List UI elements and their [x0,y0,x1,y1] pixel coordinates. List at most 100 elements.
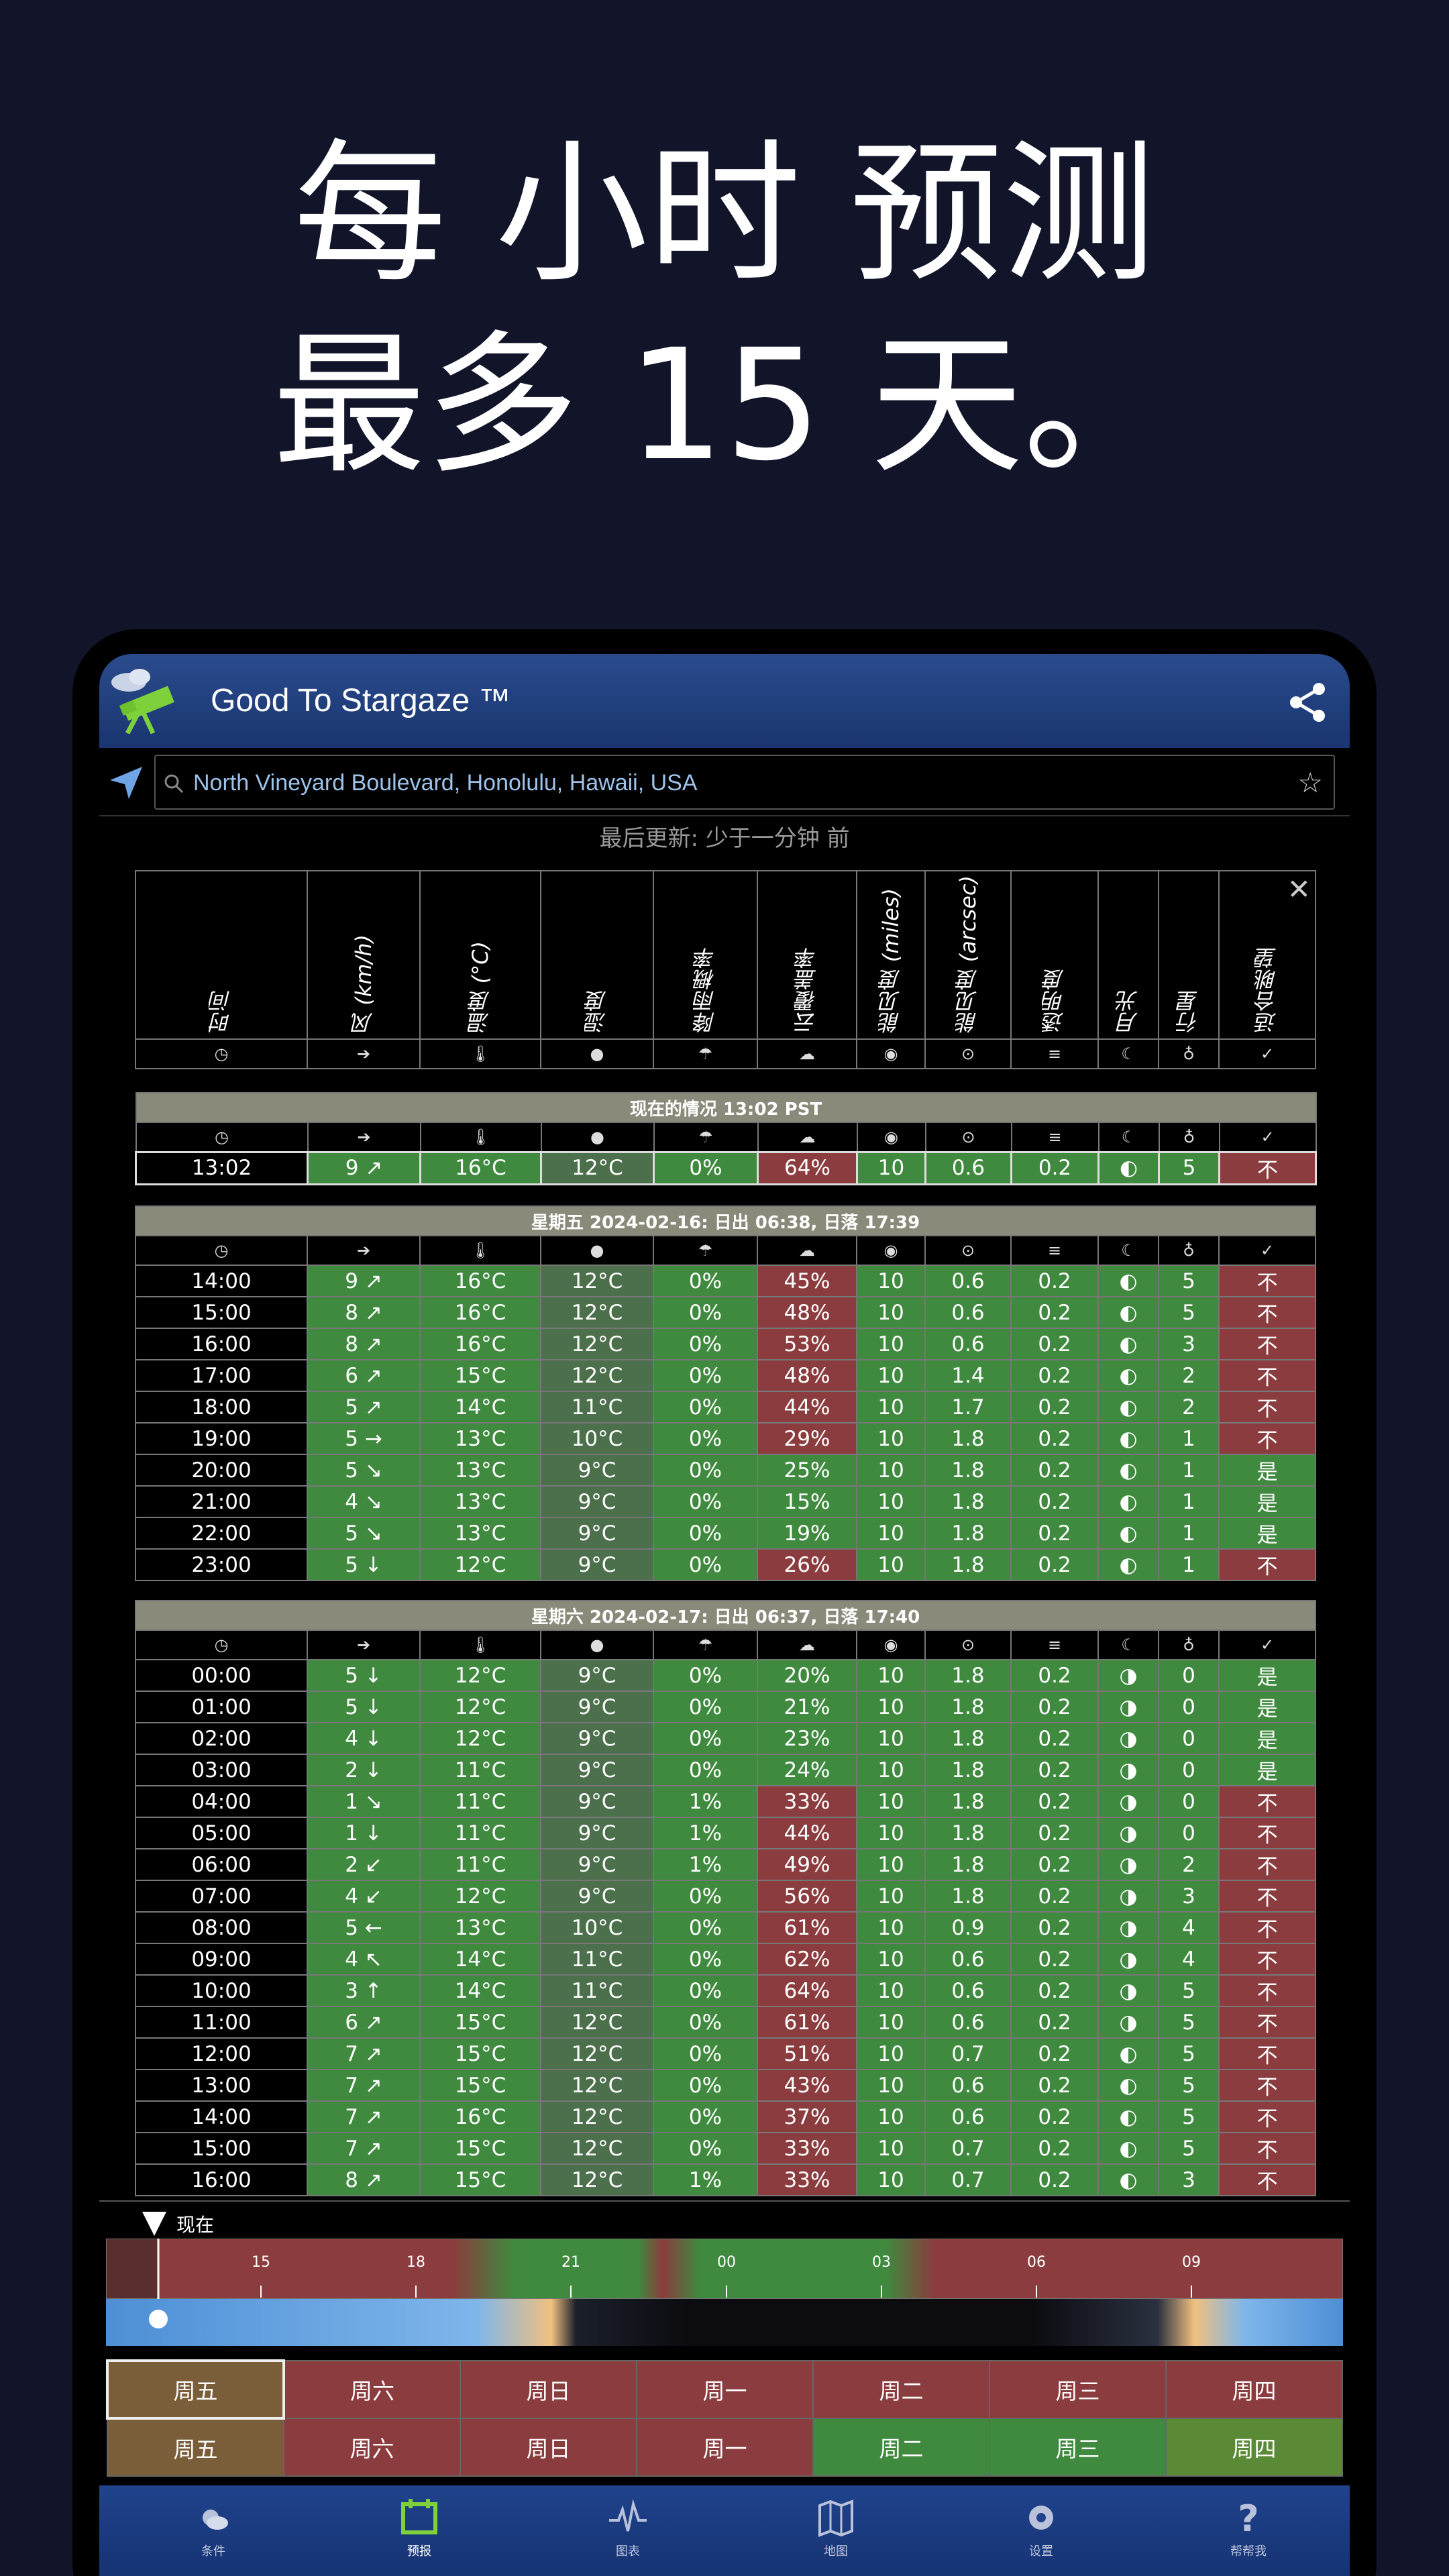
bottom-nav-item[interactable]: ? 帮帮我 [1159,2485,1338,2576]
forecast-cell: 不 [1218,1150,1318,1185]
forecast-row[interactable]: 13:00 7 ↗ 15°C 12°C 0% 43% 10 0.6 0.2 ◐ 5 不 [135,2069,1317,2102]
forecast-cell: 33% [757,2163,857,2196]
column-header[interactable]: 适合眺望 [1218,869,1316,1040]
forecast-row[interactable]: 11:00 6 ↗ 15°C 12°C 0% 61% 10 0.6 0.2 ◑ 5 不 [135,2006,1317,2039]
rain-cloud-icon: ☂ [653,1038,758,1070]
forecast-row[interactable]: 05:00 1 ↓ 11°C 9°C 1% 44% 10 1.8 0.2 ◑ 0 不 [135,1817,1317,1849]
timeline-ticks: 15 18 21 00 03 06 09 [252,2254,1201,2298]
bottom-nav-item[interactable]: 条件 [124,2485,303,2576]
day-tab[interactable]: 周二 [812,2360,990,2419]
day-tab[interactable]: 周四 [1165,2360,1343,2419]
column-header[interactable]: 时间 [135,869,308,1040]
forecast-row[interactable]: 10:00 3 ↑ 14°C 11°C 0% 64% 10 0.6 0.2 ◑ 5 不 [135,1974,1317,2007]
forecast-row[interactable]: 19:00 5 → 13°C 10°C 0% 29% 10 1.8 0.2 ◐ 1 不 [135,1422,1317,1455]
thermometer-icon: 🌡 [419,1122,542,1152]
day-tab[interactable]: 周日 [460,2418,637,2477]
column-header[interactable]: 能见度 (miles) [856,869,926,1040]
column-header[interactable]: 月光 [1097,869,1159,1040]
forecast-cell: 12°C [540,2132,654,2165]
forecast-row[interactable]: 01:00 5 ↓ 12°C 9°C 0% 21% 10 1.8 0.2 ◑ 0 是 [135,1690,1317,1723]
forecast-row[interactable]: 13:02 9 ↗ 16°C 12°C 0% 64% 10 0.6 0.2 ◐ 5 不 [135,1150,1318,1185]
day-tab[interactable]: 周四 [1165,2418,1343,2477]
bottom-nav-item[interactable]: 图表 [539,2485,717,2576]
transparency-icon: ≡ [1010,1629,1099,1660]
close-icon[interactable]: ✕ [1287,873,1311,906]
day-tab[interactable]: 周三 [989,2360,1167,2419]
column-header[interactable]: 云覆盖率 [757,869,857,1040]
forecast-cell: 12°C [540,2037,654,2070]
forecast-row[interactable]: 04:00 1 ↘ 11°C 9°C 1% 33% 10 1.8 0.2 ◑ 0 不 [135,1785,1317,1818]
forecast-row[interactable]: 08:00 5 ← 13°C 10°C 0% 61% 10 0.9 0.2 ◑ 4 不 [135,1911,1317,1944]
location-search-field[interactable]: North Vineyard Boulevard, Honolulu, Hawa… [154,755,1335,810]
forecast-row[interactable]: 09:00 4 ↖ 14°C 11°C 0% 62% 10 0.6 0.2 ◑ 4 不 [135,1943,1317,1976]
forecast-cell: 10°C [540,1911,654,1944]
forecast-row[interactable]: 23:00 5 ↓ 12°C 9°C 0% 26% 10 1.8 0.2 ◐ 1 不 [135,1548,1317,1581]
forecast-cell: 5 ↓ [307,1659,421,1692]
forecast-row[interactable]: 00:00 5 ↓ 12°C 9°C 0% 20% 10 1.8 0.2 ◑ 0 是 [135,1659,1317,1692]
forecast-row[interactable]: 15:00 7 ↗ 15°C 12°C 0% 33% 10 0.7 0.2 ◐ 5 不 [135,2132,1317,2165]
bottom-nav-item[interactable]: 地图 [747,2485,925,2576]
column-header[interactable]: 透明度 [1010,869,1099,1040]
forecast-row[interactable]: 20:00 5 ↘ 13°C 9°C 0% 25% 10 1.8 0.2 ◐ 1 是 [135,1454,1317,1487]
day-tab[interactable]: 周二 [812,2418,990,2477]
forecast-row[interactable]: 16:00 8 ↗ 15°C 12°C 1% 33% 10 0.7 0.2 ◐ 3 不 [135,2163,1317,2196]
forecast-cell: 10 [856,1754,926,1786]
forecast-cell: 4 [1158,1943,1220,1976]
forecast-row[interactable]: 12:00 7 ↗ 15°C 12°C 0% 51% 10 0.7 0.2 ◐ 5 不 [135,2037,1317,2070]
day-tab[interactable]: 周三 [989,2418,1167,2477]
forecast-cell: ◐ [1097,1328,1159,1360]
favorite-star-icon[interactable]: ☆ [1297,766,1323,799]
bottom-nav-item[interactable]: 预报 [330,2485,508,2576]
forecast-row[interactable]: 15:00 8 ↗ 16°C 12°C 0% 48% 10 0.6 0.2 ◐ 5 不 [135,1296,1317,1329]
forecast-cell: 1 [1158,1548,1220,1581]
forecast-cell: 不 [1218,1848,1317,1881]
timeline-scrubber[interactable]: 15 18 21 00 03 06 09 [106,2239,1343,2346]
seeing-icon: ⊙ [924,1629,1012,1660]
column-header[interactable]: 湿度 [540,869,654,1040]
forecast-row[interactable]: 02:00 4 ↓ 12°C 9°C 0% 23% 10 1.8 0.2 ◑ 0 是 [135,1722,1317,1755]
day-tab[interactable]: 周五 [107,2418,284,2477]
column-header[interactable]: 行星 [1158,869,1220,1040]
column-header[interactable]: 能见度 (arcsec) [924,869,1012,1040]
forecast-cell: 7 ↗ [307,2069,421,2102]
forecast-cell: 48% [757,1296,857,1329]
forecast-cell: 12°C [419,1659,541,1692]
share-icon[interactable] [1287,681,1330,724]
forecast-cell: ◑ [1097,1785,1159,1818]
bottom-nav-item[interactable]: 设置 [952,2485,1130,2576]
forecast-row[interactable]: 07:00 4 ↙ 12°C 9°C 0% 56% 10 1.8 0.2 ◑ 3 不 [135,1880,1317,1913]
forecast-cell: 不 [1218,1328,1317,1360]
column-header[interactable]: 降雨概率 [653,869,758,1040]
forecast-row[interactable]: 22:00 5 ↘ 13°C 9°C 0% 19% 10 1.8 0.2 ◐ 1 是 [135,1517,1317,1550]
forecast-row[interactable]: 03:00 2 ↓ 11°C 9°C 0% 24% 10 1.8 0.2 ◑ 0 是 [135,1754,1317,1786]
day-tab[interactable]: 周一 [636,2418,814,2477]
forecast-cell: 1.8 [924,1422,1012,1455]
forecast-row[interactable]: 17:00 6 ↗ 15°C 12°C 0% 48% 10 1.4 0.2 ◐ 2 不 [135,1359,1317,1392]
forecast-cell: 11°C [540,1943,654,1976]
app-bar: Good To Stargaze ™ [99,654,1350,748]
day-tab[interactable]: 周一 [636,2360,814,2419]
forecast-row[interactable]: 06:00 2 ↙ 11°C 9°C 1% 49% 10 1.8 0.2 ◑ 2 不 [135,1848,1317,1881]
column-header[interactable]: 温度 (°C) [419,869,541,1040]
forecast-cell: 8 ↗ [307,2163,421,2196]
forecast-row[interactable]: 16:00 8 ↗ 16°C 12°C 0% 53% 10 0.6 0.2 ◐ 3 不 [135,1328,1317,1360]
day-tab[interactable]: 周六 [283,2418,461,2477]
column-header[interactable]: 风 (km/h) [307,869,421,1040]
now-marker-icon[interactable] [140,2209,169,2239]
day-tab[interactable]: 周日 [460,2360,637,2419]
forecast-row[interactable]: 14:00 7 ↗ 16°C 12°C 0% 37% 10 0.6 0.2 ◐ 5 不 [135,2100,1317,2133]
forecast-row[interactable]: 18:00 5 ↗ 14°C 11°C 0% 44% 10 1.7 0.2 ◐ 2 不 [135,1391,1317,1424]
day-tab[interactable]: 周六 [283,2360,461,2419]
forecast-cell: 10 [856,1485,926,1518]
forecast-cell: 5 [1158,2132,1220,2165]
forecast-cell: 10 [856,1391,926,1424]
forecast-cell: 5 [1158,2100,1220,2133]
forecast-row[interactable]: 14:00 9 ↗ 16°C 12°C 0% 45% 10 0.6 0.2 ◐ 5 不 [135,1265,1317,1297]
forecast-cell: ◐ [1097,1391,1159,1424]
day-tab[interactable]: 周五 [106,2359,285,2420]
locate-me-icon[interactable] [106,763,146,803]
forecast-cell: ◐ [1097,2037,1159,2070]
forecast-row[interactable]: 21:00 4 ↘ 13°C 9°C 0% 15% 10 1.8 0.2 ◐ 1 是 [135,1485,1317,1518]
forecast-cell: 13°C [419,1911,541,1944]
forecast-cell: 13°C [419,1485,541,1518]
